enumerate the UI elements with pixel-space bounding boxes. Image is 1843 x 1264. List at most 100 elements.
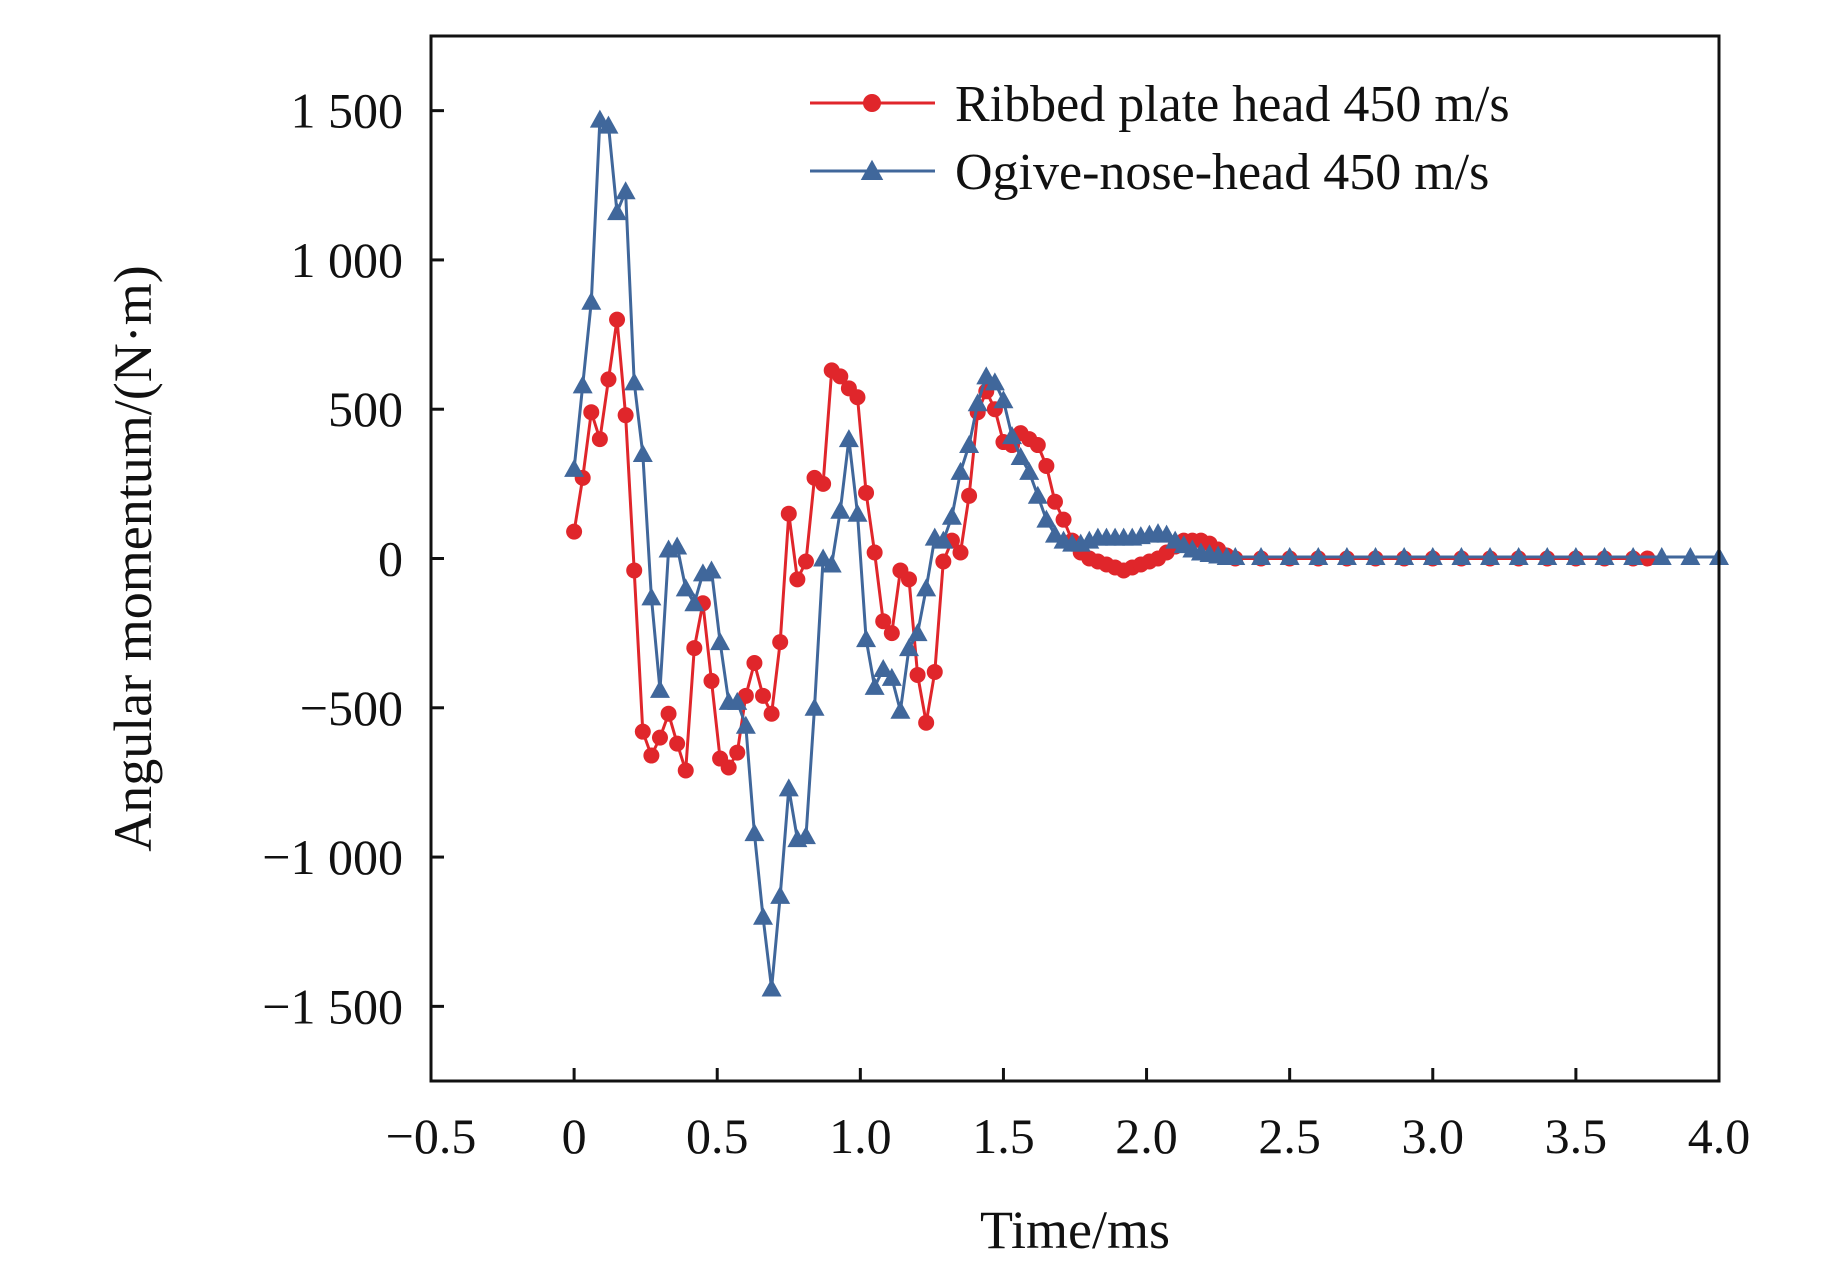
data-point xyxy=(598,115,619,134)
data-point xyxy=(1251,547,1272,566)
data-point xyxy=(875,613,892,630)
data-point xyxy=(838,429,859,448)
data-point xyxy=(935,553,952,570)
data-point xyxy=(617,407,634,424)
data-point xyxy=(729,744,746,761)
data-point xyxy=(641,587,662,606)
data-point xyxy=(710,632,731,651)
y-tick-label: 0 xyxy=(378,531,403,587)
data-point xyxy=(795,826,816,845)
data-point xyxy=(1508,547,1529,566)
x-tick-label: 0.5 xyxy=(686,1108,749,1164)
data-point xyxy=(1225,547,1246,566)
data-point xyxy=(866,544,883,561)
data-point xyxy=(907,623,928,642)
y-tick-label: 500 xyxy=(328,381,403,437)
x-axis-title: Time/ms xyxy=(980,1200,1170,1260)
legend-item: Ogive-nose-head 450 m/s xyxy=(810,144,1489,201)
data-point xyxy=(626,562,643,579)
data-point xyxy=(952,544,969,561)
data-point xyxy=(609,311,626,328)
data-point xyxy=(735,715,756,734)
data-point xyxy=(832,368,849,385)
data-point xyxy=(898,638,919,657)
legend-item: Ribbed plate head 450 m/s xyxy=(810,76,1510,133)
data-point xyxy=(669,735,686,752)
data-point xyxy=(959,435,980,454)
data-point xyxy=(804,697,825,716)
data-point xyxy=(746,655,763,671)
data-point xyxy=(660,705,677,722)
data-point xyxy=(624,372,645,391)
x-tick-label: 2.0 xyxy=(1115,1108,1178,1164)
x-tick-label: 3.5 xyxy=(1545,1108,1608,1164)
data-point xyxy=(830,500,851,519)
data-point xyxy=(755,687,772,704)
data-point xyxy=(933,530,954,549)
tick-layer: −0.5 0 0.5 1.0 1.5 2.0 2.5 3.0 3.5 4.0 1 500 1 000 5… xyxy=(262,83,1750,1164)
y-tick-label: −1 000 xyxy=(262,829,403,885)
data-point xyxy=(572,375,593,394)
data-point xyxy=(1451,547,1472,566)
data-point xyxy=(591,431,608,448)
data-point xyxy=(564,458,585,477)
data-point xyxy=(1279,547,1300,566)
legend-label: Ribbed plate head 450 m/s xyxy=(955,76,1510,133)
data-point xyxy=(918,714,935,731)
legend-label: Ogive-nose-head 450 m/s xyxy=(955,144,1489,201)
data-point xyxy=(684,593,705,612)
data-point xyxy=(1680,547,1701,566)
data-point xyxy=(858,484,875,501)
data-point xyxy=(961,487,978,504)
data-point xyxy=(916,578,937,597)
data-point xyxy=(1308,547,1329,566)
data-point xyxy=(881,667,902,686)
data-point xyxy=(583,404,600,421)
data-point xyxy=(600,371,617,388)
data-point xyxy=(789,571,806,588)
data-point xyxy=(900,571,917,588)
x-tick-label: 2.5 xyxy=(1258,1108,1321,1164)
data-point xyxy=(815,475,832,492)
data-point xyxy=(701,560,722,579)
data-point xyxy=(864,676,885,695)
data-point xyxy=(703,672,720,689)
data-point xyxy=(993,390,1014,409)
data-point xyxy=(909,666,926,683)
data-point xyxy=(737,687,754,704)
data-point xyxy=(720,759,737,776)
legend-swatch-marker xyxy=(863,94,881,112)
y-tick-label: −1 500 xyxy=(262,978,403,1034)
data-point xyxy=(675,578,696,597)
data-point xyxy=(677,762,694,779)
data-point xyxy=(1651,547,1672,566)
data-point xyxy=(1623,547,1644,566)
data-point xyxy=(883,625,900,642)
data-point xyxy=(727,691,748,710)
data-point xyxy=(941,506,962,525)
x-tick-label: 4.0 xyxy=(1688,1108,1751,1164)
data-point xyxy=(744,823,765,842)
data-point xyxy=(634,723,651,740)
data-point xyxy=(967,393,988,412)
data-point xyxy=(890,700,911,719)
data-point xyxy=(1010,446,1031,465)
data-point xyxy=(856,629,877,648)
data-point xyxy=(950,461,971,480)
data-point xyxy=(847,503,868,522)
data-point xyxy=(984,372,1005,391)
data-point xyxy=(566,523,583,540)
data-point xyxy=(651,729,668,746)
data-point xyxy=(778,778,799,797)
data-point xyxy=(761,978,782,997)
data-point xyxy=(1422,547,1443,566)
data-point xyxy=(1394,547,1415,566)
data-point xyxy=(1046,493,1063,510)
data-point xyxy=(753,906,774,925)
data-point xyxy=(1055,511,1072,528)
y-axis-title: Angular momentum/(N·m) xyxy=(103,265,163,851)
data-point xyxy=(667,536,688,555)
x-tick-label: 0 xyxy=(562,1108,587,1164)
x-tick-label: −0.5 xyxy=(386,1108,477,1164)
data-point xyxy=(1029,437,1046,454)
